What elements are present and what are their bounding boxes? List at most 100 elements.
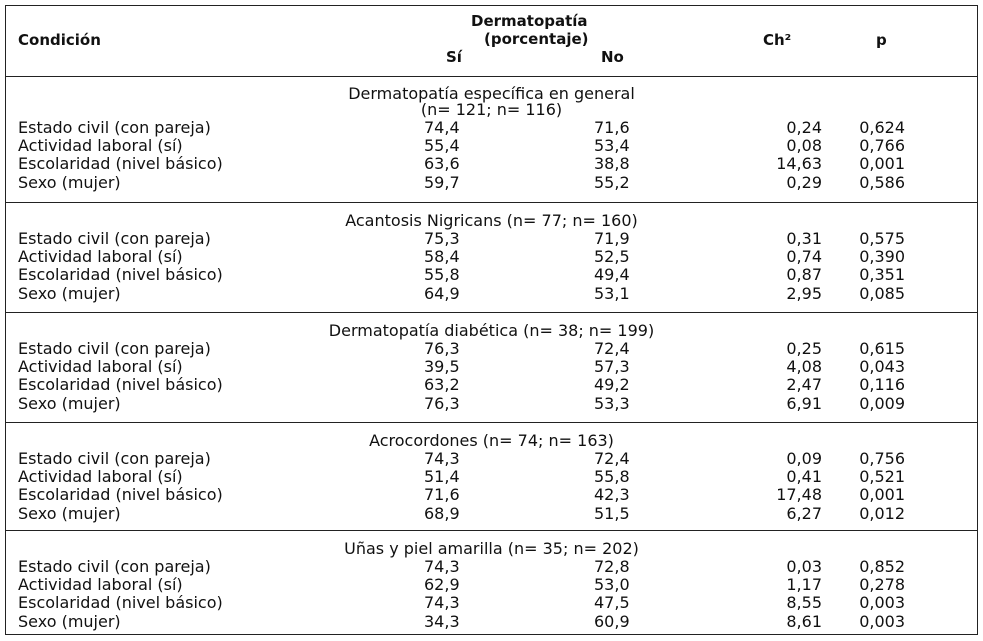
- table-row: Estado civil (con pareja) 74,3 72,4 0,09 0,7…: [6, 450, 977, 468]
- cell-condicion: Actividad laboral (sí): [18, 136, 183, 156]
- cell-no: 55,8: [594, 467, 630, 487]
- table-row: Sexo (mujer) 76,3 53,3 6,91 0,009: [6, 393, 977, 413]
- cell-ch2: 0,41: [786, 467, 822, 487]
- table-section: Acantosis Nigricans (n= 77; n= 160) Estad…: [6, 203, 977, 313]
- cell-no: 60,9: [594, 611, 630, 631]
- cell-si: 55,4: [424, 136, 460, 156]
- table-row: Sexo (mujer) 64,9 53,1 2,95 0,085: [6, 283, 977, 303]
- cell-no: 72,8: [594, 557, 630, 576]
- table-row: Escolaridad (nivel básico) 63,2 49,2 2,47 0,…: [6, 376, 977, 394]
- section-title: Dermatopatía diabética (n= 38; n= 199): [328, 321, 655, 340]
- cell-condicion: Sexo (mujer): [18, 393, 121, 413]
- table-row: Sexo (mujer) 68,9 51,5 6,27 0,012: [6, 503, 977, 523]
- cell-ch2: 0,24: [786, 118, 822, 137]
- cell-si: 34,3: [424, 611, 460, 631]
- cell-ch2: 0,08: [786, 136, 822, 156]
- cell-ch2: 8,61: [786, 611, 822, 631]
- cell-p: 0,756: [859, 449, 905, 468]
- cell-p: 0,615: [859, 339, 905, 358]
- table-section: Dermatopatía diabética (n= 38; n= 199) Es…: [6, 313, 977, 423]
- cell-ch2: 0,29: [786, 172, 822, 192]
- cell-no: 72,4: [594, 449, 630, 468]
- table-row: Actividad laboral (sí) 55,4 53,4 0,08 0,766: [6, 137, 977, 155]
- cell-p: 0,852: [859, 557, 905, 576]
- cell-p: 0,586: [859, 172, 905, 192]
- cell-no: 51,5: [594, 503, 630, 523]
- cell-si: 63,2: [424, 375, 460, 395]
- cell-condicion: Escolaridad (nivel básico): [18, 265, 223, 285]
- cell-ch2: 2,95: [786, 283, 822, 303]
- header-dermatopatia: Dermatopatía: [471, 12, 588, 30]
- cell-no: 53,1: [594, 283, 630, 303]
- cell-condicion: Escolaridad (nivel básico): [18, 154, 223, 174]
- cell-condicion: Actividad laboral (sí): [18, 247, 183, 267]
- cell-condicion: Sexo (mujer): [18, 172, 121, 192]
- cell-no: 53,0: [594, 575, 630, 595]
- cell-condicion: Estado civil (con pareja): [18, 449, 211, 468]
- cell-ch2: 0,09: [786, 449, 822, 468]
- cell-si: 74,3: [424, 557, 460, 576]
- cell-condicion: Escolaridad (nivel básico): [18, 375, 223, 395]
- section-title: Dermatopatía específica en general: [348, 84, 635, 103]
- cell-si: 63,6: [424, 154, 460, 174]
- cell-condicion: Estado civil (con pareja): [18, 339, 211, 358]
- cell-ch2: 0,87: [786, 265, 822, 285]
- section-title: Uñas y piel amarilla (n= 35; n= 202): [344, 539, 639, 558]
- cell-no: 42,3: [594, 485, 630, 505]
- table-row: Estado civil (con pareja) 76,3 72,4 0,25 0,6…: [6, 340, 977, 358]
- cell-ch2: 17,48: [776, 485, 822, 505]
- table-section: Dermatopatía específica en general (n= 12…: [6, 76, 977, 203]
- section-title: Acrocordones (n= 74; n= 163): [369, 431, 614, 450]
- table-row: Estado civil (con pareja) 74,3 72,8 0,03 0,8…: [6, 558, 977, 576]
- cell-p: 0,624: [859, 118, 905, 137]
- cell-condicion: Escolaridad (nivel básico): [18, 593, 223, 613]
- table-row: Estado civil (con pareja) 75,3 71,9 0,31 0,5…: [6, 230, 977, 248]
- cell-no: 71,6: [594, 118, 630, 137]
- cell-p: 0,116: [859, 375, 905, 395]
- cell-ch2: 8,55: [786, 593, 822, 613]
- cell-ch2: 6,27: [786, 503, 822, 523]
- table-row: Sexo (mujer) 59,7 55,2 0,29 0,586: [6, 172, 977, 192]
- cell-no: 55,2: [594, 172, 630, 192]
- header-no: No: [601, 48, 624, 66]
- cell-si: 76,3: [424, 393, 460, 413]
- header-condicion: Condición: [18, 31, 101, 49]
- cell-condicion: Actividad laboral (sí): [18, 357, 183, 377]
- cell-si: 51,4: [424, 467, 460, 487]
- cell-ch2: 2,47: [786, 375, 822, 395]
- cell-no: 53,4: [594, 136, 630, 156]
- table-row: Escolaridad (nivel básico) 55,8 49,4 0,87 0,…: [6, 266, 977, 284]
- header-porcentaje: (porcentaje): [484, 30, 589, 48]
- cell-p: 0,766: [859, 136, 905, 156]
- cell-condicion: Estado civil (con pareja): [18, 229, 211, 248]
- cell-p: 0,009: [859, 393, 905, 413]
- cell-p: 0,278: [859, 575, 905, 595]
- table-section: Acrocordones (n= 74; n= 163) Estado civil…: [6, 423, 977, 531]
- cell-condicion: Estado civil (con pareja): [18, 557, 211, 576]
- cell-si: 71,6: [424, 485, 460, 505]
- table-row: Escolaridad (nivel básico) 71,6 42,3 17,48 0…: [6, 486, 977, 504]
- table-row: Actividad laboral (sí) 51,4 55,8 0,41 0,521: [6, 468, 977, 486]
- cell-ch2: 0,25: [786, 339, 822, 358]
- cell-no: 57,3: [594, 357, 630, 377]
- header-p: p: [876, 31, 887, 49]
- cell-no: 53,3: [594, 393, 630, 413]
- cell-si: 58,4: [424, 247, 460, 267]
- cell-no: 38,8: [594, 154, 630, 174]
- cell-si: 39,5: [424, 357, 460, 377]
- cell-ch2: 0,31: [786, 229, 822, 248]
- cell-p: 0,012: [859, 503, 905, 523]
- cell-p: 0,043: [859, 357, 905, 377]
- table-row: Actividad laboral (sí) 58,4 52,5 0,74 0,390: [6, 248, 977, 266]
- header-si: Sí: [446, 48, 462, 66]
- cell-si: 64,9: [424, 283, 460, 303]
- table-row: Actividad laboral (sí) 39,5 57,3 4,08 0,043: [6, 358, 977, 376]
- cell-p: 0,085: [859, 283, 905, 303]
- table-header: Condición Dermatopatía (porcentaje) Sí N…: [6, 6, 977, 77]
- cell-si: 76,3: [424, 339, 460, 358]
- cell-si: 74,3: [424, 449, 460, 468]
- cell-si: 55,8: [424, 265, 460, 285]
- cell-no: 47,5: [594, 593, 630, 613]
- cell-si: 74,4: [424, 118, 460, 137]
- cell-p: 0,575: [859, 229, 905, 248]
